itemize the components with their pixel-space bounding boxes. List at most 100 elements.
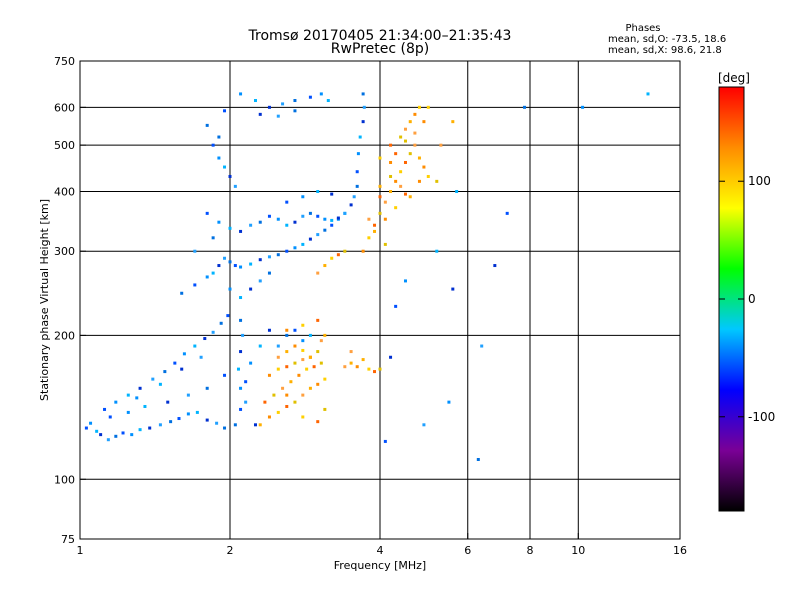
y-tick-label: 300 [54, 245, 75, 258]
data-point [316, 233, 320, 237]
data-point [186, 393, 190, 397]
data-point [389, 143, 393, 147]
data-point [308, 211, 312, 215]
data-point [293, 400, 297, 404]
data-point [95, 429, 99, 433]
y-tick-label: 400 [54, 185, 75, 198]
data-point [211, 330, 215, 334]
data-point [301, 195, 305, 199]
data-point [413, 131, 417, 135]
data-point [293, 109, 297, 113]
data-point [323, 333, 327, 337]
data-point [126, 410, 130, 414]
colorbar-tick-label: 100 [748, 174, 771, 188]
data-point [323, 217, 327, 221]
data-point [301, 415, 305, 419]
data-point [217, 135, 221, 139]
data-point [205, 211, 209, 215]
data-point [205, 386, 209, 390]
data-point [301, 323, 305, 327]
data-point [451, 287, 455, 291]
data-point [480, 344, 484, 348]
data-point [258, 423, 262, 427]
data-point [316, 382, 320, 386]
data-point [451, 120, 455, 124]
data-point [276, 253, 280, 257]
data-point [319, 361, 323, 365]
colorbar-tick-label: -100 [748, 410, 775, 424]
data-point [239, 229, 243, 233]
data-point [493, 264, 497, 268]
data-point [305, 367, 309, 371]
data-point [408, 120, 412, 124]
data-point [263, 400, 267, 404]
data-point [394, 179, 398, 183]
x-tick-label: 10 [571, 544, 585, 557]
data-point [358, 135, 362, 139]
data-point [223, 373, 227, 377]
data-point [367, 236, 371, 240]
data-point [195, 410, 199, 414]
data-point [228, 226, 232, 230]
chart-title-line-2: RwPretec (8p) [331, 41, 429, 57]
data-point [308, 333, 312, 337]
data-point [403, 127, 407, 131]
data-point [267, 415, 271, 419]
data-point [394, 152, 398, 156]
data-point [239, 92, 243, 96]
data-point [223, 426, 227, 430]
data-point [343, 211, 347, 215]
x-axis-ticks: 1 2 4 6 8 10 16 [77, 533, 687, 557]
data-point [285, 404, 289, 408]
data-point [373, 223, 377, 227]
data-point [422, 423, 426, 427]
y-axis-label: Stationary phase Virtual Height [km] [38, 199, 51, 401]
data-point [343, 365, 347, 369]
data-point [355, 184, 359, 188]
data-point [285, 200, 289, 204]
data-point [413, 112, 417, 116]
data-point [223, 109, 227, 113]
data-point [389, 174, 393, 178]
data-point [223, 256, 227, 260]
data-point [408, 195, 412, 199]
data-point [417, 105, 421, 109]
data-point [330, 223, 334, 227]
data-point [239, 350, 243, 354]
data-point [267, 105, 271, 109]
stats-x-mode: mean, sd,X: 98.6, 21.8 [608, 45, 722, 56]
data-point [173, 361, 177, 365]
colorbar-label: [deg] [718, 71, 750, 85]
data-point [211, 236, 215, 240]
data-point [316, 350, 320, 354]
data-point [383, 439, 387, 443]
data-point [316, 420, 320, 424]
data-point [182, 352, 186, 356]
data-point [239, 386, 243, 390]
data-point [177, 417, 181, 421]
data-point [403, 139, 407, 143]
data-point [228, 174, 232, 178]
data-point [249, 223, 253, 227]
data-point [267, 328, 271, 332]
data-point [233, 423, 237, 427]
data-point [276, 217, 280, 221]
data-point [343, 249, 347, 253]
colorbar-tick-label: 0 [748, 292, 756, 306]
data-point [158, 382, 162, 386]
phase-colorbar: [deg] 100 0 -100 [718, 71, 775, 512]
data-point [323, 228, 327, 232]
data-point [205, 418, 209, 422]
data-point [373, 229, 377, 233]
data-point [285, 223, 289, 227]
data-point [383, 242, 387, 246]
data-point [163, 370, 167, 374]
data-point [378, 367, 382, 371]
data-point [258, 344, 262, 348]
data-point [336, 216, 340, 220]
data-point [394, 206, 398, 210]
data-point [378, 184, 382, 188]
data-point [336, 253, 340, 257]
data-point [193, 283, 197, 287]
y-tick-label: 600 [54, 101, 75, 114]
